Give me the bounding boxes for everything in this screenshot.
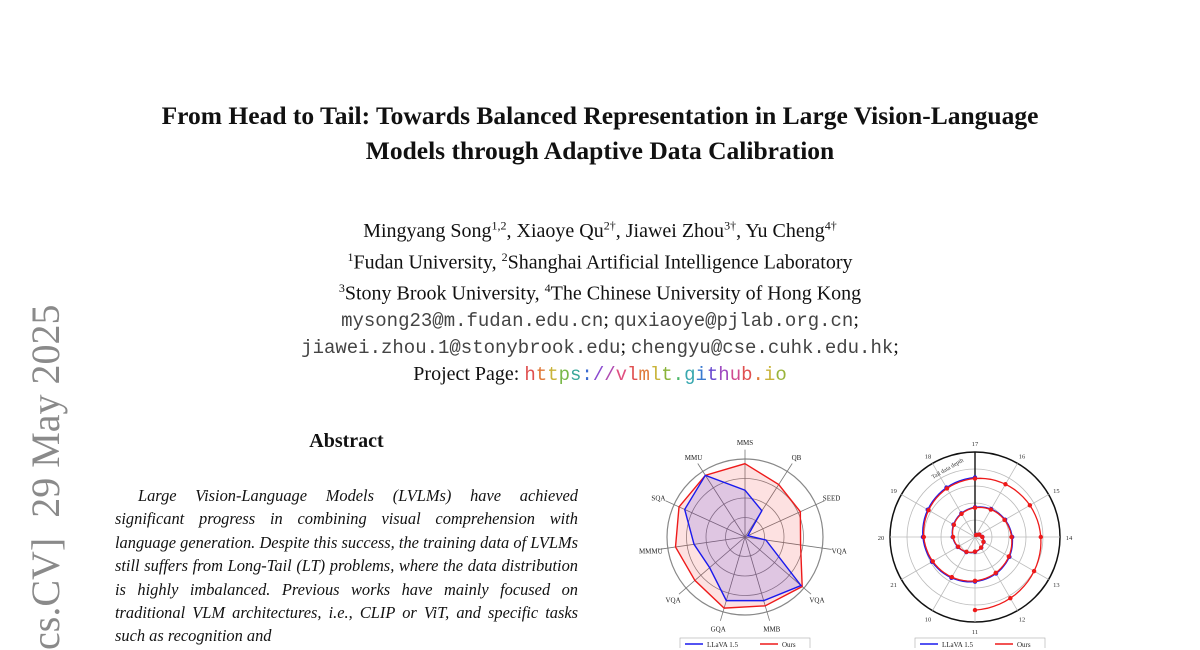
project-page-label: Project Page: [413,362,525,385]
legend-box [914,637,1046,648]
affiliation-line: 1Fudan University, 2Shanghai Artificial … [347,249,853,274]
tick-label: 10 [925,616,932,623]
series-polygon [674,462,803,609]
spiral-point [1027,503,1033,508]
spiral-point [993,570,998,576]
axis-label: MMMU [639,548,663,556]
author: Mingyang Song1,2, [363,218,517,242]
email[interactable]: jiawei.zhou.1@stonybrook.edu [301,336,621,359]
axis-line [744,463,793,538]
spiral-point [926,507,931,513]
author: Jiawei Zhou3†, [625,218,746,242]
spiral-point [972,607,978,613]
axis-label: SQA [651,494,665,502]
series-polygon [683,474,803,602]
email-line: mysong23@m.fudan.edu.cn; quxiaoye@pjlab.… [341,308,859,332]
spoke [974,494,1049,538]
spiral-line [922,477,1042,611]
spiral-point [955,544,961,549]
axis-line [720,536,746,621]
spiral-point [1003,482,1008,487]
spiral-point [1006,554,1011,559]
legend-label: LLaVA 1.5 [707,641,738,648]
legend-label: Ours [1017,641,1031,648]
tick-label: 18 [925,454,932,461]
tick-label: 13 [1053,582,1060,589]
spoke [974,536,1049,580]
abstract-text: Large Vision-Language Models (LVLMs) hav… [115,486,578,646]
tick-label: 21 [890,582,897,589]
spiral-point [1002,517,1007,523]
tick-label: 20 [878,535,885,542]
axis-label: VQA [665,596,680,604]
spiral-point [944,486,950,491]
axis-line [744,500,825,538]
spiral-point [1008,595,1013,601]
radar-chart: MMS QB SEED VQA VQA MMB GQA VQA MMMU SQA MMU LLaVA … [639,439,847,648]
paper-title: From Head to Tail: Towards Balanced Repr… [0,98,1200,168]
affiliation-line: 3Stony Brook University, 4The Chinese Un… [338,281,862,305]
email[interactable]: chengyu@cse.cuhk.edu.hk [631,336,894,359]
spiral-point [1031,568,1037,574]
tick-label: 17 [972,441,979,448]
spiral-point [949,574,955,580]
spiral-point [981,539,986,545]
axis-line [678,536,746,595]
spiral-point [980,534,985,540]
author-block: Mingyang Song1,2, Xiaoye Qu2†, Jiawei Zh… [0,212,1200,388]
tick-label: 16 [1019,454,1026,461]
spiral-point [972,549,978,554]
spiral-point [978,545,984,550]
author: Yu Cheng4† [745,218,837,242]
tick-label: 11 [972,629,978,636]
tick-label: 14 [1066,535,1073,542]
axis-label: VQA [809,596,824,604]
axis-label: SEED [823,494,841,502]
spiral-point [959,511,964,516]
axis-line [744,536,770,621]
legend-label: LLaVA 1.5 [942,641,973,648]
spiral-point [977,532,982,537]
spoke [932,536,976,611]
axis-label: MMU [685,454,703,462]
email[interactable]: quxiaoye@pjlab.org.cn [613,309,854,332]
spoke [932,463,976,538]
spoke [901,536,976,580]
spiral-point [1009,534,1014,540]
tick-label: 15 [1053,488,1060,495]
axis-label: VQA [832,548,847,556]
spiral-point [950,534,956,540]
spiral-point [921,534,927,540]
spiral-point [1038,534,1043,540]
project-page: Project Page: https://vlmlt.github.io [0,361,1200,388]
spoke [974,463,1018,538]
title-line: Models through Adaptive Data Calibration [365,136,835,165]
tick-label: 12 [1019,616,1026,623]
spiral-point [972,476,978,481]
email[interactable]: mysong23@m.fudan.edu.cn [341,309,604,332]
axis-line [658,536,746,550]
legend-label: Ours [782,641,796,648]
spoke [901,494,976,538]
author: Xiaoye Qu2†, [516,218,626,242]
axis-label: QB [792,454,802,462]
legend-box [679,637,811,648]
project-page-link[interactable]: https://vlmlt.github.io [524,363,787,386]
spiral-point [988,507,994,512]
spiral-point [930,559,935,564]
email-line: jiawei.zhou.1@stonybrook.edu; chengyu@cs… [301,335,899,359]
spiral-point [972,578,978,584]
tick-label: 19 [890,488,897,495]
abstract-heading: Abstract [309,430,384,452]
author-list: Mingyang Song1,2, Xiaoye Qu2†, Jiawei Zh… [0,212,1200,244]
spiral-point [964,549,969,554]
axis-label: MMS [737,439,753,447]
spiral-point [951,522,957,528]
title-line: From Head to Tail: Towards Balanced Repr… [161,101,1039,130]
axis-label: GQA [711,625,726,633]
spiral-point [972,505,978,510]
axis-label: MMB [763,625,780,633]
